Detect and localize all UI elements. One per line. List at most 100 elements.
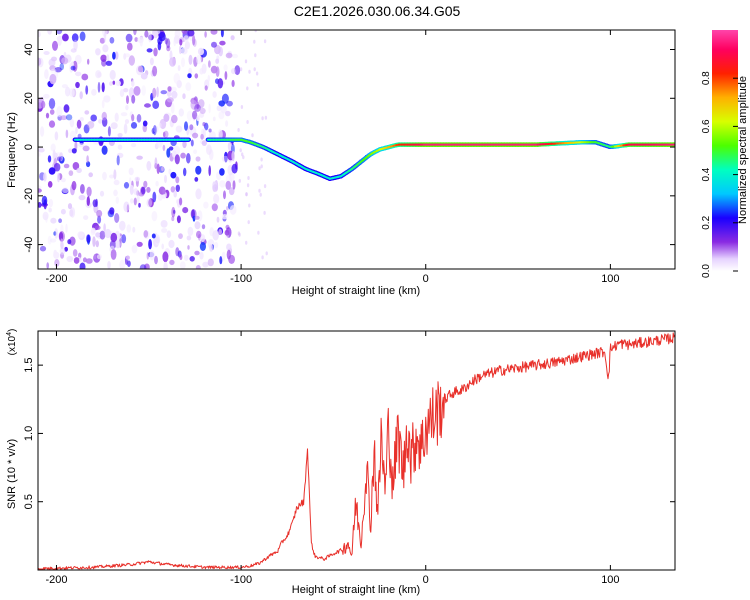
noise-blob bbox=[110, 122, 118, 130]
snr-scale-label: (x10 bbox=[7, 335, 18, 355]
noise-blob bbox=[180, 152, 186, 159]
noise-blob bbox=[208, 128, 212, 133]
noise-blob bbox=[86, 155, 89, 163]
noise-blob bbox=[102, 171, 107, 181]
noise-blob bbox=[226, 206, 229, 211]
noise-blob bbox=[255, 71, 259, 76]
noise-blob bbox=[196, 230, 202, 239]
noise-blob bbox=[53, 162, 61, 172]
noise-blob bbox=[152, 30, 159, 39]
noise-blob bbox=[121, 234, 127, 244]
noise-blob bbox=[190, 99, 198, 110]
noise-blob bbox=[92, 236, 96, 248]
noise-blob bbox=[231, 150, 235, 162]
noise-blob bbox=[237, 128, 240, 132]
noise-blob bbox=[144, 103, 151, 108]
noise-blob bbox=[38, 152, 41, 157]
noise-blob bbox=[263, 210, 266, 215]
noise-blob bbox=[85, 85, 89, 95]
noise-blob bbox=[231, 68, 236, 75]
noise-blob bbox=[93, 254, 97, 260]
noise-blob bbox=[195, 265, 201, 269]
noise-blob bbox=[175, 184, 180, 192]
noise-blob bbox=[95, 70, 102, 79]
noise-blob bbox=[171, 216, 175, 222]
noise-blob bbox=[66, 255, 74, 263]
noise-blob bbox=[43, 51, 50, 55]
noise-blob bbox=[146, 186, 151, 193]
noise-blob bbox=[113, 189, 118, 197]
noise-blob bbox=[85, 258, 93, 264]
noise-blob bbox=[127, 42, 133, 51]
x-tick-label: 100 bbox=[601, 574, 619, 586]
noise-blob bbox=[76, 167, 82, 174]
noise-blob bbox=[247, 176, 250, 180]
noise-blob bbox=[38, 31, 41, 38]
noise-blob bbox=[131, 80, 135, 87]
noise-blob bbox=[112, 51, 116, 60]
noise-blob bbox=[211, 41, 217, 48]
noise-blob bbox=[146, 48, 153, 53]
noise-blob bbox=[206, 144, 212, 155]
noise-blob bbox=[69, 209, 74, 217]
noise-blob bbox=[194, 221, 201, 230]
noise-blob bbox=[218, 228, 222, 236]
noise-blob bbox=[72, 249, 78, 257]
y-tick-label: -40 bbox=[23, 237, 35, 253]
noise-blob bbox=[212, 184, 219, 193]
noise-blob bbox=[65, 114, 73, 121]
noise-blob bbox=[220, 30, 224, 38]
noise-blob bbox=[166, 230, 172, 238]
noise-blob bbox=[263, 184, 267, 189]
spectrogram-x-axis: -200 -100 0 100 bbox=[45, 30, 620, 285]
noise-blob bbox=[186, 153, 191, 164]
noise-blob bbox=[138, 202, 141, 208]
noise-blob bbox=[44, 69, 49, 80]
noise-blob bbox=[182, 93, 186, 100]
noise-blob bbox=[207, 258, 214, 267]
noise-blob bbox=[109, 81, 113, 86]
noise-blob bbox=[204, 31, 207, 38]
noise-blob bbox=[162, 189, 166, 195]
noise-blob bbox=[52, 40, 58, 51]
colorbar-tick-label: 0.0 bbox=[701, 264, 712, 278]
noise-blob bbox=[43, 93, 50, 99]
spectrogram-y-axis: -40 -20 0 20 40 bbox=[23, 43, 675, 253]
noise-blob bbox=[226, 100, 233, 107]
noise-blob bbox=[219, 40, 226, 46]
noise-blob bbox=[116, 155, 120, 166]
noise-blob bbox=[183, 35, 189, 42]
noise-blob bbox=[168, 239, 175, 249]
noise-blob bbox=[208, 60, 211, 68]
noise-blob bbox=[112, 80, 116, 85]
noise-blob bbox=[109, 37, 115, 44]
noise-blob bbox=[207, 74, 211, 83]
noise-blob bbox=[71, 33, 79, 42]
noise-blob bbox=[258, 166, 261, 171]
snr-scale-factor: (x104) bbox=[6, 329, 18, 356]
noise-blob bbox=[199, 242, 206, 251]
noise-blob bbox=[152, 125, 157, 136]
noise-blob bbox=[107, 126, 111, 137]
noise-blob bbox=[62, 33, 69, 42]
noise-blob bbox=[173, 145, 181, 156]
noise-blob bbox=[214, 241, 219, 249]
noise-blob bbox=[185, 82, 192, 91]
snr-y-axis-label: SNR (10 * v/v) bbox=[6, 439, 18, 509]
noise-blob bbox=[152, 191, 157, 203]
noise-blob bbox=[141, 186, 146, 195]
noise-blob bbox=[70, 48, 77, 53]
noise-blob bbox=[42, 214, 48, 220]
y-tick-label: 0.5 bbox=[23, 494, 35, 509]
svg-text:(x104): (x104) bbox=[6, 329, 18, 356]
noise-blob bbox=[219, 168, 225, 176]
y-tick-label: 1.5 bbox=[23, 357, 35, 372]
noise-blob bbox=[123, 123, 128, 134]
noise-blob bbox=[110, 232, 118, 243]
noise-blob bbox=[107, 261, 111, 269]
noise-blob bbox=[253, 39, 256, 44]
x-tick-label: 0 bbox=[423, 273, 429, 285]
noise-blob bbox=[49, 65, 56, 71]
noise-blob bbox=[201, 63, 207, 74]
noise-blob bbox=[179, 45, 182, 55]
